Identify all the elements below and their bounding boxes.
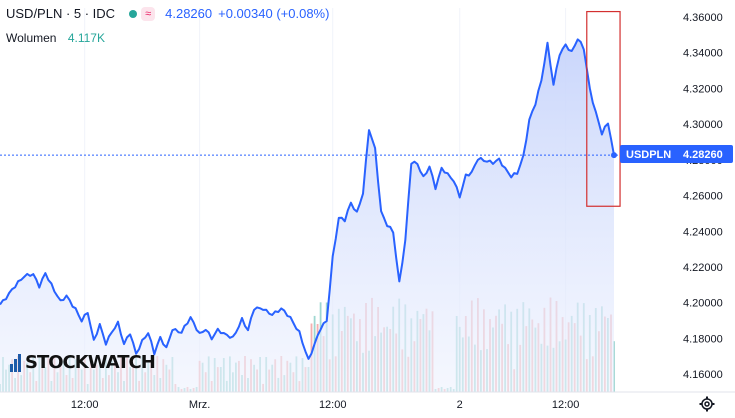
stockwatch-logo: STOCKWATCH: [10, 352, 156, 373]
legend-header: USD/PLN · 5 · IDC ≈ 4.28260 +0.00340 (+0…: [6, 6, 329, 21]
last-price-dot: [611, 152, 617, 159]
volume-value: 4.117K: [67, 31, 105, 45]
x-tick-label: Mrz.: [189, 399, 210, 411]
price-tag-value: 4.28260: [683, 149, 723, 161]
symbol-label[interactable]: USD/PLN · 5 · IDC: [6, 6, 116, 21]
last-price: 4.28260: [165, 6, 213, 21]
x-tick-label: 2: [457, 399, 463, 411]
y-tick-label: 4.22000: [683, 262, 723, 274]
market-status-dot-icon: [129, 9, 138, 18]
y-tick-label: 4.34000: [683, 48, 723, 60]
y-tick-label: 4.30000: [683, 119, 723, 131]
price-tag: USDPLN 4.28260: [620, 145, 733, 163]
x-tick-label: 12:00: [71, 399, 99, 411]
x-axis[interactable]: 12:00 Mrz. 12:00 2 12:00: [71, 399, 579, 411]
delayed-data-icon[interactable]: ≈: [141, 6, 156, 21]
highlight-box: [586, 10, 621, 207]
logo-bars-icon: [10, 353, 22, 372]
price-line: [0, 38, 615, 360]
volume-label: Wolumen: [6, 31, 57, 45]
volume-legend: Wolumen 4.117K: [6, 31, 105, 45]
price-tag-label: USDPLN: [626, 149, 671, 161]
y-axis[interactable]: 4.360004.340004.320004.300004.280004.260…: [683, 12, 723, 381]
x-tick-label: 12:00: [552, 399, 580, 411]
y-tick-label: 4.18000: [683, 333, 723, 345]
y-tick-label: 4.32000: [683, 83, 723, 95]
y-tick-label: 4.36000: [683, 12, 723, 24]
y-tick-label: 4.20000: [683, 298, 723, 310]
price-area: [0, 39, 614, 393]
y-tick-label: 4.24000: [683, 226, 723, 238]
gear-icon[interactable]: [699, 396, 715, 412]
logo-wordmark: STOCKWATCH: [25, 352, 156, 373]
y-tick-label: 4.16000: [683, 369, 723, 381]
x-tick-label: 12:00: [319, 399, 347, 411]
y-tick-label: 4.26000: [683, 191, 723, 203]
price-change: +0.00340 (+0.08%): [218, 6, 330, 21]
